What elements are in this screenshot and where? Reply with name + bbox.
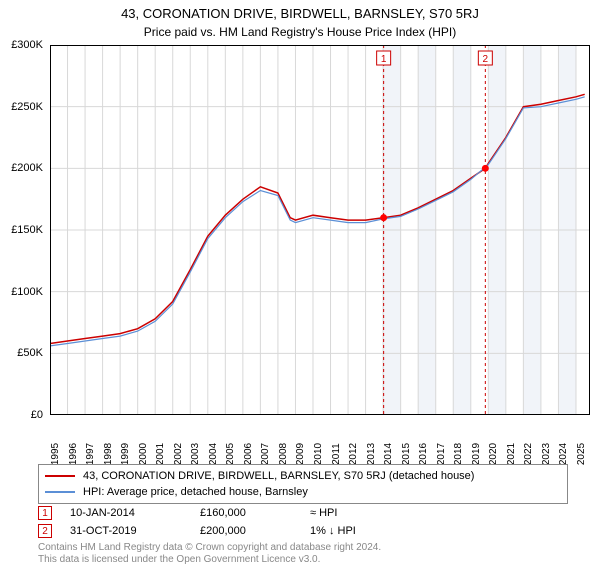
y-tick-label: £250K	[11, 101, 43, 113]
footnote: Contains HM Land Registry data © Crown c…	[38, 542, 381, 566]
x-tick-label: 2018	[453, 443, 464, 465]
markers-table: 1 10-JAN-2014 £160,000 ≈ HPI 2 31-OCT-20…	[38, 504, 356, 540]
x-tick-label: 2001	[155, 443, 166, 465]
x-tick-label: 2020	[488, 443, 499, 465]
x-tick-label: 2024	[558, 443, 569, 465]
marker-price-2: £200,000	[200, 525, 310, 537]
x-tick-label: 2022	[523, 443, 534, 465]
chart-title: 43, CORONATION DRIVE, BIRDWELL, BARNSLEY…	[0, 6, 600, 21]
marker-badge-2: 2	[38, 524, 52, 538]
marker-date-1: 10-JAN-2014	[70, 507, 200, 519]
y-tick-label: £150K	[11, 224, 43, 236]
x-tick-label: 2021	[506, 443, 517, 465]
x-tick-label: 1998	[103, 443, 114, 465]
marker-date-2: 31-OCT-2019	[70, 525, 200, 537]
x-tick-label: 2008	[278, 443, 289, 465]
legend-box: 43, CORONATION DRIVE, BIRDWELL, BARNSLEY…	[38, 464, 568, 504]
legend-swatch-hpi	[45, 491, 75, 493]
x-tick-label: 2006	[243, 443, 254, 465]
svg-text:1: 1	[381, 54, 387, 65]
x-tick-label: 2005	[225, 443, 236, 465]
chart-plot-area: £0£50K£100K£150K£200K£250K£300K 12	[50, 45, 590, 415]
legend-swatch-primary	[45, 475, 75, 477]
x-tick-label: 2025	[576, 443, 587, 465]
x-tick-label: 2023	[541, 443, 552, 465]
chart-container: 43, CORONATION DRIVE, BIRDWELL, BARNSLEY…	[0, 6, 600, 566]
legend-label-hpi: HPI: Average price, detached house, Barn…	[83, 486, 308, 498]
x-tick-label: 2011	[331, 443, 342, 465]
x-axis-labels: 1995199619971998199920002001200220032004…	[50, 426, 590, 456]
legend-item-primary: 43, CORONATION DRIVE, BIRDWELL, BARNSLEY…	[45, 468, 561, 484]
x-tick-label: 2003	[190, 443, 201, 465]
svg-text:2: 2	[483, 54, 489, 65]
x-tick-label: 2013	[366, 443, 377, 465]
legend-item-hpi: HPI: Average price, detached house, Barn…	[45, 484, 561, 500]
footnote-line1: Contains HM Land Registry data © Crown c…	[38, 542, 381, 553]
x-tick-label: 1996	[68, 443, 79, 465]
marker-price-1: £160,000	[200, 507, 310, 519]
legend-label-primary: 43, CORONATION DRIVE, BIRDWELL, BARNSLEY…	[83, 470, 474, 482]
marker-badge-1: 1	[38, 506, 52, 520]
x-tick-label: 2015	[401, 443, 412, 465]
y-tick-label: £100K	[11, 286, 43, 298]
x-tick-label: 2019	[471, 443, 482, 465]
y-tick-label: £200K	[11, 162, 43, 174]
x-tick-label: 2009	[295, 443, 306, 465]
x-tick-label: 1999	[120, 443, 131, 465]
marker-note-2: 1% ↓ HPI	[310, 525, 356, 537]
y-axis-labels: £0£50K£100K£150K£200K£250K£300K	[0, 45, 45, 415]
x-tick-label: 2014	[383, 443, 394, 465]
marker-note-1: ≈ HPI	[310, 507, 337, 519]
x-tick-label: 2010	[313, 443, 324, 465]
x-tick-label: 2017	[436, 443, 447, 465]
x-tick-label: 2000	[138, 443, 149, 465]
x-tick-label: 1997	[85, 443, 96, 465]
y-tick-label: £0	[31, 409, 43, 421]
y-tick-label: £50K	[17, 347, 43, 359]
x-tick-label: 2004	[208, 443, 219, 465]
marker-row-2: 2 31-OCT-2019 £200,000 1% ↓ HPI	[38, 522, 356, 540]
chart-svg: 12	[50, 45, 590, 415]
chart-subtitle: Price paid vs. HM Land Registry's House …	[0, 25, 600, 39]
x-tick-label: 2002	[173, 443, 184, 465]
x-tick-label: 2007	[260, 443, 271, 465]
x-tick-label: 1995	[50, 443, 61, 465]
marker-row-1: 1 10-JAN-2014 £160,000 ≈ HPI	[38, 504, 356, 522]
x-tick-label: 2016	[418, 443, 429, 465]
x-tick-label: 2012	[348, 443, 359, 465]
y-tick-label: £300K	[11, 39, 43, 51]
